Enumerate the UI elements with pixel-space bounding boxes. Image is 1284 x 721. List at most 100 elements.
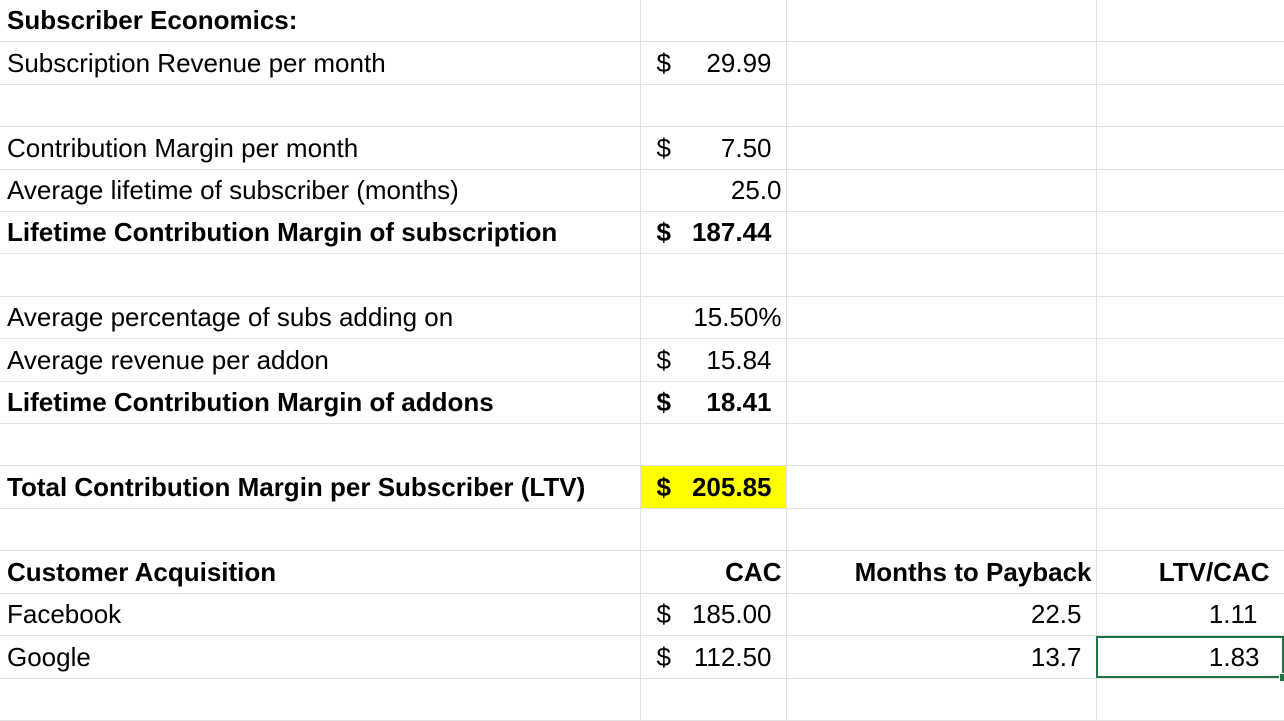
cell-b11[interactable] — [640, 423, 787, 467]
cell-value: 185.00 — [691, 599, 772, 630]
cell-b4[interactable]: $7.50 — [640, 126, 787, 170]
cell-a12[interactable]: Total Contribution Margin per Subscriber… — [0, 465, 641, 509]
cell-a7[interactable] — [0, 253, 641, 297]
cell-c17[interactable] — [786, 678, 1097, 721]
row-17 — [0, 678, 1284, 721]
cell-a3[interactable] — [0, 84, 641, 128]
row-11 — [0, 423, 1284, 467]
cell-b10[interactable]: $18.41 — [640, 381, 787, 425]
cell-b1[interactable] — [640, 0, 787, 43]
cell-a13[interactable] — [0, 508, 641, 552]
row-8: Average percentage of subs adding on 15.… — [0, 296, 1284, 340]
cell-a15[interactable]: Facebook — [0, 593, 641, 637]
cell-c9[interactable] — [786, 338, 1097, 382]
row-12: Total Contribution Margin per Subscriber… — [0, 465, 1284, 509]
cell-b9[interactable]: $15.84 — [640, 338, 787, 382]
cell-d1[interactable] — [1096, 0, 1284, 43]
cell-d12[interactable] — [1096, 465, 1284, 509]
cell-c15[interactable]: 22.5 — [786, 593, 1097, 637]
cell-text: Subscription Revenue per month — [7, 47, 386, 78]
cell-d2[interactable] — [1096, 41, 1284, 85]
cell-a10[interactable]: Lifetime Contribution Margin of addons — [0, 381, 641, 425]
cell-b5[interactable]: 25.0 — [640, 169, 787, 213]
cell-c12[interactable] — [786, 465, 1097, 509]
cell-d6[interactable] — [1096, 211, 1284, 255]
cell-a16[interactable]: Google — [0, 635, 641, 679]
cell-text: Customer Acquisition — [7, 556, 277, 587]
cell-c10[interactable] — [786, 381, 1097, 425]
cell-a2[interactable]: Subscription Revenue per month — [0, 41, 641, 85]
cell-c14[interactable]: Months to Payback — [786, 550, 1097, 594]
cell-d15[interactable]: 1.11 — [1096, 593, 1284, 637]
cell-b6[interactable]: $187.44 — [640, 211, 787, 255]
cell-a4[interactable]: Contribution Margin per month — [0, 126, 641, 170]
cell-d10[interactable] — [1096, 381, 1284, 425]
cell-c11[interactable] — [786, 423, 1097, 467]
cell-d11[interactable] — [1096, 423, 1284, 467]
cell-c16[interactable]: 13.7 — [786, 635, 1097, 679]
cell-a17[interactable] — [0, 678, 641, 721]
row-15: Facebook $185.00 22.5 1.11 — [0, 593, 1284, 637]
cell-a6[interactable]: Lifetime Contribution Margin of subscrip… — [0, 211, 641, 255]
cell-b14[interactable]: CAC — [640, 550, 787, 594]
cell-b12[interactable]: $205.85 — [640, 465, 787, 509]
cell-text: Average revenue per addon — [7, 344, 329, 375]
cell-d13[interactable] — [1096, 508, 1284, 552]
cell-d4[interactable] — [1096, 126, 1284, 170]
row-14: Customer Acquisition CAC Months to Payba… — [0, 550, 1284, 594]
cell-text: Average percentage of subs adding on — [7, 302, 454, 333]
cell-b2[interactable]: $29.99 — [640, 41, 787, 85]
cell-a14[interactable]: Customer Acquisition — [0, 550, 641, 594]
column-header-months-to-payback: Months to Payback — [854, 556, 1092, 587]
cell-d8[interactable] — [1096, 296, 1284, 340]
cell-text: Subscriber Economics: — [7, 5, 298, 36]
cell-value: 29.99 — [706, 47, 772, 78]
cell-a9[interactable]: Average revenue per addon — [0, 338, 641, 382]
cell-value: 187.44 — [691, 217, 772, 248]
cell-a1[interactable]: Subscriber Economics: — [0, 0, 641, 43]
cell-b8[interactable]: 15.50% — [640, 296, 787, 340]
cell-b7[interactable] — [640, 253, 787, 297]
cell-d3[interactable] — [1096, 84, 1284, 128]
cell-c5[interactable] — [786, 169, 1097, 213]
cell-b3[interactable] — [640, 84, 787, 128]
row-2: Subscription Revenue per month $29.99 — [0, 41, 1284, 85]
cell-b16[interactable]: $112.50 — [640, 635, 787, 679]
cell-c8[interactable] — [786, 296, 1097, 340]
cell-c4[interactable] — [786, 126, 1097, 170]
currency-symbol: $ — [656, 47, 671, 78]
currency-symbol: $ — [656, 471, 671, 502]
cell-text: Lifetime Contribution Margin of addons — [7, 387, 494, 418]
cell-a11[interactable] — [0, 423, 641, 467]
cell-text: Contribution Margin per month — [7, 132, 359, 163]
cell-value: 18.41 — [706, 387, 772, 418]
cell-d16-selected[interactable]: 1.83 — [1096, 635, 1284, 682]
cell-value: 13.7 — [1030, 641, 1082, 672]
cell-c3[interactable] — [786, 84, 1097, 128]
cell-d9[interactable] — [1096, 338, 1284, 382]
cell-value: 1.83 — [1208, 641, 1260, 672]
row-3 — [0, 84, 1284, 128]
cell-d17[interactable] — [1096, 678, 1284, 721]
cell-value: 112.50 — [693, 641, 772, 672]
row-10: Lifetime Contribution Margin of addons $… — [0, 381, 1284, 425]
cell-text: Lifetime Contribution Margin of subscrip… — [7, 217, 558, 248]
cell-a8[interactable]: Average percentage of subs adding on — [0, 296, 641, 340]
cell-value: 15.50% — [693, 302, 782, 333]
cell-d5[interactable] — [1096, 169, 1284, 213]
cell-c7[interactable] — [786, 253, 1097, 297]
cell-c1[interactable] — [786, 0, 1097, 43]
cell-b13[interactable] — [640, 508, 787, 552]
cell-c2[interactable] — [786, 41, 1097, 85]
column-header-cac: CAC — [725, 556, 782, 587]
currency-symbol: $ — [656, 217, 671, 248]
cell-d7[interactable] — [1096, 253, 1284, 297]
cell-b17[interactable] — [640, 678, 787, 721]
cell-c6[interactable] — [786, 211, 1097, 255]
cell-a5[interactable]: Average lifetime of subscriber (months) — [0, 169, 641, 213]
cell-c13[interactable] — [786, 508, 1097, 552]
cell-d14[interactable]: LTV/CAC — [1096, 550, 1284, 594]
cell-b15[interactable]: $185.00 — [640, 593, 787, 637]
row-9: Average revenue per addon $15.84 — [0, 338, 1284, 382]
